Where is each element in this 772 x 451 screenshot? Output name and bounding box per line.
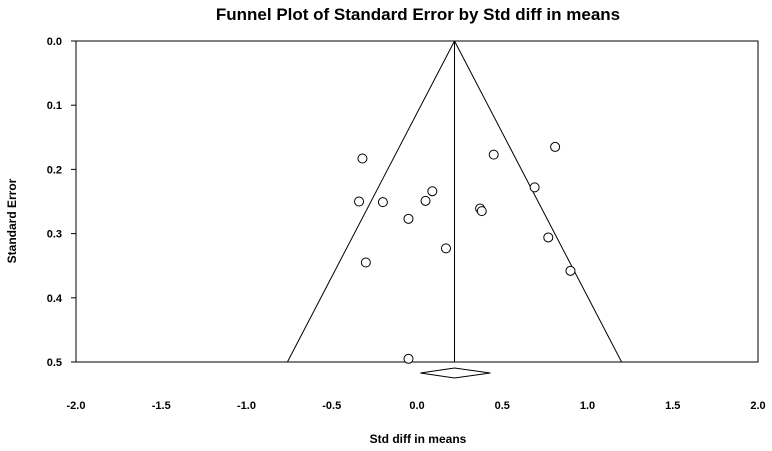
study-point	[543, 232, 554, 243]
marks-layer: 0.0 0.1 0.2 0.3 0.4 0.5 -2.0 -1.5 -1.0 -0.5 0.0 0.5…	[47, 36, 766, 412]
funnel-left-line	[286, 40, 455, 363]
study-point	[440, 243, 451, 254]
y-tick-label: 0.1	[47, 100, 62, 112]
study-point	[420, 195, 431, 206]
y-tick-label: 0.3	[47, 229, 62, 241]
study-point	[377, 197, 388, 208]
x-tick-label: 2.0	[750, 400, 765, 412]
x-tick-label: -2.0	[67, 400, 86, 412]
study-point	[427, 186, 438, 197]
study-point	[550, 141, 561, 152]
x-tick-label: 1.0	[580, 400, 595, 412]
study-point	[403, 213, 414, 224]
study-point	[565, 265, 576, 276]
funnel-right-line	[454, 40, 623, 363]
y-axis-title: Standard Error	[5, 178, 19, 263]
study-point	[476, 206, 487, 217]
plot-area-frame	[75, 40, 759, 363]
study-point	[529, 182, 540, 193]
study-point	[488, 149, 499, 160]
x-tick-label: -0.5	[322, 400, 341, 412]
x-tick-label: 0.0	[409, 400, 424, 412]
x-tick-label: -1.0	[237, 400, 256, 412]
y-tick-label: 0.0	[47, 36, 62, 48]
x-axis-title: Std diff in means	[370, 432, 467, 446]
y-tick-label: 0.2	[47, 164, 62, 176]
x-tick-label: 1.5	[665, 400, 680, 412]
y-tick-label: 0.5	[47, 357, 62, 369]
x-tick-label: 0.5	[495, 400, 510, 412]
study-point	[354, 196, 365, 207]
study-point	[357, 153, 368, 164]
chart-title: Funnel Plot of Standard Error by Std dif…	[216, 5, 620, 24]
x-tick-label: -1.5	[152, 400, 171, 412]
summary-diamond	[420, 367, 491, 379]
study-point	[360, 257, 371, 268]
y-tick-label: 0.4	[47, 293, 63, 305]
study-point	[403, 353, 414, 364]
